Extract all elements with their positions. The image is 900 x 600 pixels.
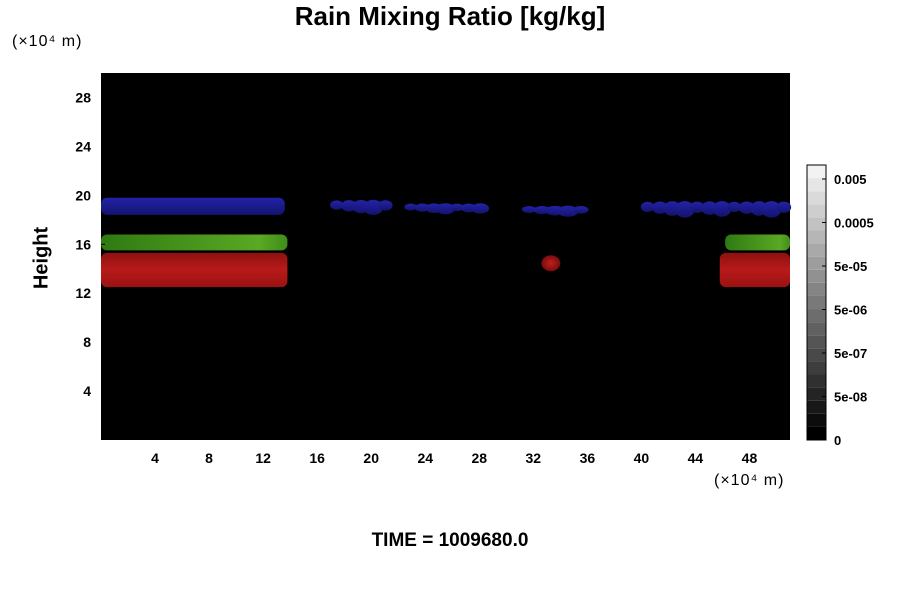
colorbar-cell [807, 309, 826, 323]
x-tick-label: 28 [471, 450, 487, 466]
rain-feature-8 [521, 205, 589, 217]
x-tick-label: 24 [417, 450, 433, 466]
colorbar-cell [807, 256, 826, 270]
y-tick-label: 28 [75, 89, 91, 105]
x-tick-label: 4 [151, 450, 159, 466]
rain-feature-part [471, 203, 490, 214]
colorbar-cell [807, 178, 826, 192]
rain-feature-2 [101, 252, 288, 288]
rain-feature-6 [330, 199, 393, 215]
colorbar-label: 0 [834, 433, 841, 448]
colorbar-cell [807, 322, 826, 336]
colorbar-cell [807, 295, 826, 310]
rain-feature-part [776, 201, 792, 213]
colorbar-label: 0.005 [834, 172, 867, 187]
rain-feature-part [727, 201, 742, 212]
x-tick-label: 12 [255, 450, 271, 466]
colorbar-cell [807, 191, 826, 205]
rain-feature-9 [640, 201, 792, 218]
x-tick-label: 44 [688, 450, 704, 466]
rain-feature-5 [541, 255, 561, 272]
rain-feature-1 [101, 234, 288, 251]
x-tick-label: 8 [205, 450, 213, 466]
colorbar-cell [807, 243, 826, 257]
rain-feature-part [640, 201, 655, 212]
rain-feature-part [436, 203, 455, 215]
colorbar-label: 5e-06 [834, 303, 867, 318]
colorbar-label: 5e-05 [834, 259, 867, 274]
rain-feature-part [674, 201, 695, 218]
rain-feature-part [712, 201, 732, 217]
time-label: TIME = 1009680.0 [371, 530, 529, 551]
rain-feature-0 [101, 197, 285, 215]
rain-feature-part [378, 200, 393, 211]
colorbar-cell [807, 348, 826, 362]
x-tick-label: 48 [742, 450, 758, 466]
y-tick-label: 4 [83, 383, 91, 399]
y-tick-label: 8 [83, 334, 91, 350]
y-tick-label: 20 [75, 187, 91, 203]
colorbar-cell [807, 387, 826, 401]
x-tick-label: 32 [526, 450, 542, 466]
rain-feature-part [557, 205, 579, 217]
colorbar-cell [807, 413, 826, 427]
colorbar: 0.005 0.0005 5e-05 5e-06 5e-07 5e-08 0 [806, 164, 874, 448]
y-axis-unit: (×10⁴ m) [12, 33, 83, 50]
colorbar-cell [807, 282, 826, 296]
colorbar-cell [807, 400, 826, 414]
rain-feature-part [689, 201, 705, 213]
x-tick-label: 20 [363, 450, 379, 466]
x-tick-label: 36 [580, 450, 596, 466]
rain-feature-part [761, 201, 782, 218]
colorbar-cell [807, 269, 826, 283]
chart-title: Rain Mixing Ratio [kg/kg] [294, 1, 606, 31]
x-tick-label: 40 [634, 450, 650, 466]
x-axis-unit: (×10⁴ m) [714, 472, 785, 489]
colorbar-label: 5e-08 [834, 390, 867, 405]
rain-feature-part [363, 199, 384, 215]
rain-feature-7 [404, 203, 490, 215]
colorbar-cell [807, 165, 826, 179]
y-tick-label: 24 [75, 138, 91, 154]
colorbar-cell [807, 361, 826, 375]
rain-feature-part [330, 200, 344, 210]
y-tick-label: 16 [75, 236, 91, 252]
rain-feature-part [404, 203, 418, 211]
rain-feature-part [521, 206, 537, 213]
colorbar-cell [807, 230, 826, 244]
rain-feature-part [450, 203, 464, 212]
rain-feature-4 [719, 252, 790, 288]
colorbar-label: 5e-07 [834, 346, 867, 361]
colorbar-cell [807, 335, 826, 349]
y-tick-label: 12 [75, 285, 91, 301]
colorbar-frame [806, 164, 827, 441]
colorbar-cell [807, 204, 826, 218]
colorbar-label: 0.0005 [834, 216, 874, 231]
x-tick-label: 16 [309, 450, 325, 466]
rain-feature-3 [725, 234, 790, 251]
colorbar-cell [807, 374, 826, 388]
rain-feature-part [573, 206, 589, 214]
colorbar-cell [807, 217, 826, 231]
colorbar-cell [807, 426, 826, 440]
